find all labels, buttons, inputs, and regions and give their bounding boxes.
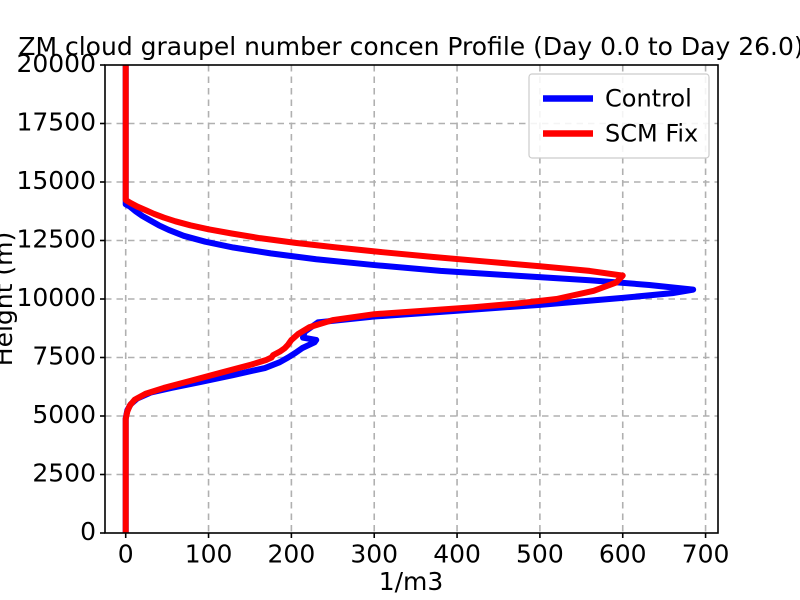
x-tick-label: 0 — [118, 539, 134, 568]
x-tick-label: 500 — [516, 539, 564, 568]
y-tick-label: 20000 — [16, 49, 96, 78]
y-tick-label: 15000 — [16, 166, 96, 195]
x-tick-label: 100 — [185, 539, 233, 568]
y-tick-label: 17500 — [16, 108, 96, 137]
x-tick-label: 400 — [433, 539, 481, 568]
legend-box — [528, 73, 710, 159]
x-tick-label: 600 — [599, 539, 647, 568]
data-series-layer — [122, 65, 697, 533]
x-axis-title: 1/m3 — [379, 567, 444, 596]
x-tick-label: 300 — [350, 539, 398, 568]
series-line-control — [122, 65, 697, 533]
y-tick-label: 10000 — [16, 283, 96, 312]
y-tick-label: 0 — [80, 517, 96, 546]
y-tick-label: 5000 — [32, 400, 96, 429]
legend-label-scm-fix: SCM Fix — [605, 120, 698, 148]
chart-title: ZM cloud graupel number concen Profile (… — [18, 32, 800, 61]
axis-ticks: 0 100 200 300 400 500 600 700 0 2500 5000 7500 10000… — [16, 49, 729, 568]
x-tick-label: 200 — [268, 539, 316, 568]
legend-label-control: Control — [605, 85, 692, 113]
y-tick-label: 7500 — [32, 342, 96, 371]
y-tick-label: 12500 — [16, 225, 96, 254]
y-axis-title: Height (m) — [0, 232, 18, 366]
y-tick-label: 2500 — [32, 459, 96, 488]
x-tick-label: 700 — [682, 539, 730, 568]
series-line-scm-fix — [122, 65, 626, 533]
chart-legend[interactable]: Control SCM Fix — [528, 73, 710, 159]
